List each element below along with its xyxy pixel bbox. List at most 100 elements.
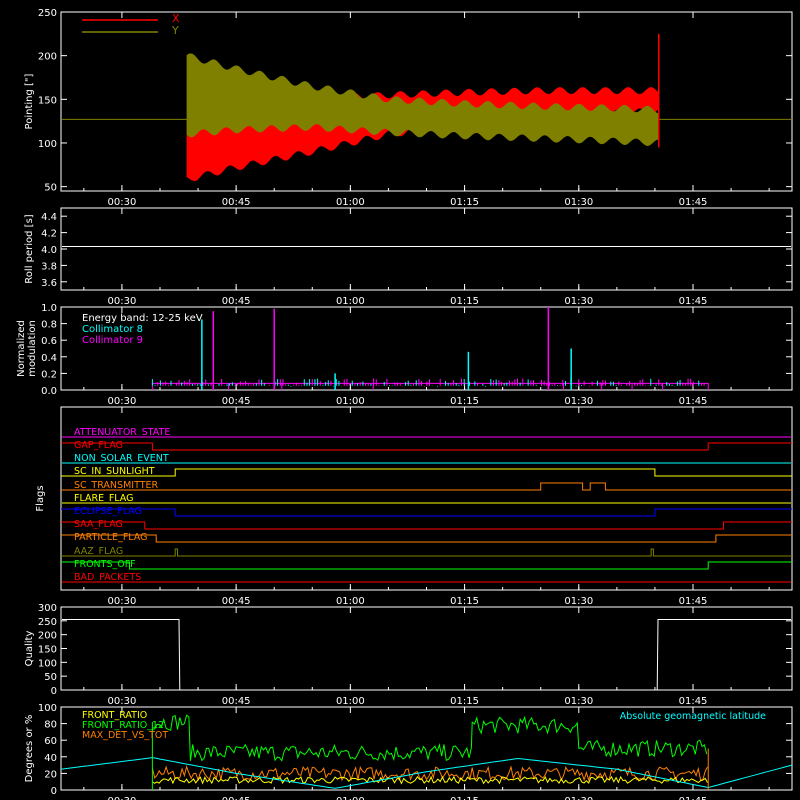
pointing-xtick-label: 01:45 — [679, 197, 708, 208]
flag-line-10 — [61, 561, 792, 570]
modulation-ytick-label: 0.2 — [41, 369, 57, 380]
roll-period-ylabel: Roll period [s] — [24, 214, 35, 283]
ratios-ytick-label: 100 — [38, 703, 57, 714]
flags-xtick-label: 01:30 — [564, 596, 593, 607]
quality-ylabel: Quality — [24, 631, 35, 667]
ratios-legend-1: FRONT_RATIO_12 — [82, 720, 164, 731]
roll-period-xtick-label: 01:15 — [450, 296, 479, 307]
ratios-ytick-label: 20 — [44, 769, 57, 780]
flag-line-3 — [61, 468, 792, 477]
modulation-legend-1: Collimator 8 — [82, 324, 143, 335]
panel-roll-period: 00:30 00:45 01:00 01:15 01:30 01:45 Roll perio… — [24, 207, 793, 307]
panel-ratios: 00:30 00:45 01:00 01:15 01:30 01:45 Degrees or… — [24, 703, 793, 800]
flag-label-4: SC_TRANSMITTER — [74, 480, 159, 491]
modulation-xtick-label: 00:45 — [222, 396, 251, 407]
modulation-xtick-label: 01:15 — [450, 396, 479, 407]
panel-pointing: 00:30 00:45 01:00 01:15 01:30 01:45 Pointing [… — [24, 8, 793, 208]
quality-xtick-label: 00:45 — [222, 696, 251, 707]
flag-line-7 — [61, 521, 792, 530]
quality-xtick-label: 00:30 — [108, 696, 137, 707]
ratios-xtick-label: 00:45 — [222, 796, 251, 800]
ratios-xtick-label: 00:30 — [108, 796, 137, 800]
modulation-ytick-label: 1.0 — [41, 303, 57, 314]
roll-period-ytick-label: 4.2 — [41, 229, 57, 240]
pointing-series-y — [186, 53, 659, 146]
pointing-ytick-label: 50 — [44, 183, 57, 194]
ratios-ylabel: Degrees or % — [24, 715, 35, 783]
quality-ytick-label: 300 — [38, 603, 57, 614]
ratios-ytick-label: 40 — [44, 753, 57, 764]
quality-ytick-label: 100 — [38, 658, 57, 669]
modulation-ytick-label: 0.8 — [41, 320, 57, 331]
pointing-ytick-label: 150 — [38, 95, 57, 106]
flag-label-9: AAZ_FLAG — [74, 546, 123, 557]
panels: 00:30 00:45 01:00 01:15 01:30 01:45 Pointing [… — [16, 8, 793, 800]
quality-line — [62, 619, 791, 691]
flag-label-6: ECLIPSE_FLAG — [74, 506, 142, 517]
flag-label-2: NON_SOLAR_EVENT — [74, 453, 169, 464]
pointing-ytick-label: 250 — [38, 8, 57, 19]
pointing-legend-label-x: X — [172, 12, 180, 25]
ratios-ytick-label: 80 — [44, 720, 57, 731]
roll-period-ytick-label: 3.6 — [41, 278, 57, 289]
quality-ytick-label: 50 — [44, 672, 57, 683]
flags-xtick-label: 00:45 — [222, 596, 251, 607]
ratios-ytick-label: 0 — [51, 786, 57, 797]
roll-period-ytick-label: 4.4 — [41, 212, 57, 223]
modulation-legend-2: Collimator 9 — [82, 335, 143, 346]
flag-label-10: FRONTS_OFF — [74, 559, 136, 570]
modulation-xtick-label: 01:00 — [336, 396, 365, 407]
modulation-magenta-base — [151, 382, 709, 390]
flag-label-8: PARTICLE_FLAG — [74, 532, 147, 543]
flag-label-5: FLARE_FLAG — [74, 493, 134, 504]
modulation-xtick-label: 01:45 — [679, 396, 708, 407]
ratios-xtick-label: 01:00 — [336, 796, 365, 800]
panel-modulation: 00:30 00:45 01:00 01:15 01:30 01:45 Normalized… — [16, 303, 793, 407]
flag-line-6 — [61, 508, 792, 517]
ratios-series-latitude — [60, 757, 793, 789]
flag-label-11: BAD_PACKETS — [74, 572, 141, 583]
roll-period-ytick-label: 4.0 — [41, 245, 57, 256]
panel-quality: 00:30 00:45 01:00 01:15 01:30 01:45 Quality 0 50… — [24, 603, 793, 707]
flag-line-4 — [61, 482, 792, 491]
pointing-xtick-label: 00:30 — [108, 197, 137, 208]
ratios-annotation: Absolute geomagnetic latitude — [620, 711, 766, 722]
pointing-xtick-label: 00:45 — [222, 197, 251, 208]
roll-period-xtick-label: 01:45 — [679, 296, 708, 307]
quality-ytick-label: 150 — [38, 645, 57, 656]
ratios-xtick-label: 01:30 — [564, 796, 593, 800]
pointing-xtick-label: 01:00 — [336, 197, 365, 208]
modulation-xtick-label: 01:30 — [564, 396, 593, 407]
roll-period-xtick-label: 01:30 — [564, 296, 593, 307]
roll-period-xtick-label: 00:30 — [108, 296, 137, 307]
pointing-xtick-label: 01:15 — [450, 197, 479, 208]
flag-label-1: GAP_FLAG — [74, 440, 123, 451]
quality-xtick-label: 01:30 — [564, 696, 593, 707]
modulation-ylabel-2: modulation — [27, 320, 38, 377]
quality-xtick-label: 01:45 — [679, 696, 708, 707]
ratios-legend-2: MAX_DET_VS_TOT — [82, 730, 168, 741]
flag-line-8 — [61, 534, 792, 543]
ratios-series-max-det-vs-tot — [151, 765, 708, 782]
flags-xtick-label: 01:45 — [679, 596, 708, 607]
pointing-legend-label-y: Y — [171, 24, 179, 37]
modulation-ytick-label: 0.0 — [41, 386, 57, 397]
panel-flags: 00:30 00:45 01:00 01:15 01:30 01:45 Flags ATTEN… — [35, 406, 793, 607]
modulation-ytick-label: 0.6 — [41, 336, 57, 347]
ratios-series-front-ratio — [152, 775, 708, 785]
modulation-ylabel-1: Normalized — [16, 320, 27, 377]
quality-ytick-label: 200 — [38, 631, 57, 642]
flags-xtick-label: 01:15 — [450, 596, 479, 607]
roll-period-xtick-label: 00:45 — [222, 296, 251, 307]
modulation-ytick-label: 0.4 — [41, 353, 57, 364]
ratios-xtick-label: 01:45 — [679, 796, 708, 800]
pointing-xtick-label: 01:30 — [564, 197, 593, 208]
ratios-ytick-label: 60 — [44, 736, 57, 747]
pointing-ytick-label: 200 — [38, 52, 57, 63]
roll-period-ytick-label: 3.8 — [41, 261, 57, 272]
quality-ytick-label: 250 — [38, 617, 57, 628]
roll-period-xtick-label: 01:00 — [336, 296, 365, 307]
flags-xtick-label: 00:30 — [108, 596, 137, 607]
modulation-legend-0: Energy band: 12-25 keV — [82, 313, 203, 324]
